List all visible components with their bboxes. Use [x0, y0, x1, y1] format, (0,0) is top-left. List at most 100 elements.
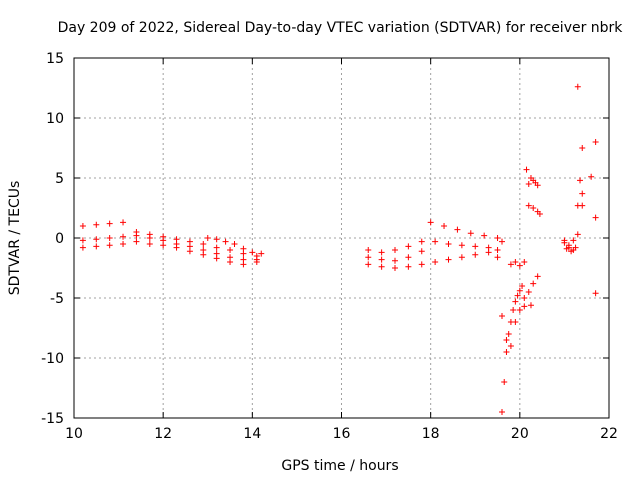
- y-tick-label: -10: [41, 351, 64, 367]
- data-point-descent-2: [512, 319, 519, 325]
- data-point-band-1: [93, 221, 100, 228]
- data-point-band-7: [445, 256, 452, 263]
- data-point-descent-1: [505, 331, 512, 337]
- data-point-band-2: [133, 232, 140, 239]
- data-point-band-7: [485, 249, 492, 256]
- data-point-descent-1: [501, 379, 508, 385]
- data-point-outliers: [527, 302, 534, 309]
- data-point-band-7: [365, 261, 372, 268]
- axis-ticks: [73, 57, 610, 419]
- data-point-band-1: [200, 241, 207, 247]
- data-point-descent-2: [507, 343, 514, 349]
- data-point-band-6: [418, 248, 425, 255]
- data-point-descent-2: [516, 307, 523, 313]
- data-point-band-4: [222, 238, 229, 245]
- data-point-descent-2: [521, 295, 528, 301]
- data-point-band-7: [378, 263, 385, 270]
- data-point-band-3: [213, 255, 220, 262]
- data-point-band-2: [106, 235, 113, 241]
- y-tick-label: 5: [55, 171, 64, 187]
- data-point-band-6: [458, 242, 465, 249]
- y-tick-label: -15: [41, 411, 64, 427]
- data-point-outliers: [512, 259, 519, 265]
- data-point-band-6: [494, 247, 501, 253]
- data-point-descent-1: [516, 287, 523, 294]
- data-point-outliers: [592, 139, 599, 145]
- data-point-band-6: [472, 243, 479, 250]
- data-point-descent-2: [499, 313, 505, 319]
- data-point-outliers: [588, 173, 595, 180]
- data-point-band-4: [231, 241, 238, 247]
- data-point-band-5: [494, 235, 501, 241]
- data-point-outliers: [525, 181, 532, 187]
- data-point-descent-1: [510, 307, 517, 313]
- data-point-outliers: [592, 290, 599, 297]
- data-point-outliers: [499, 238, 505, 245]
- data-point-band-6: [405, 254, 412, 261]
- data-points: [79, 83, 599, 415]
- data-point-band-3: [227, 259, 234, 265]
- data-point-band-1: [79, 223, 86, 229]
- data-point-band-3: [240, 261, 247, 268]
- x-tick-label: 18: [422, 426, 440, 442]
- data-point-band-3: [106, 242, 113, 249]
- data-point-outliers: [507, 261, 514, 268]
- chart-title: Day 209 of 2022, Sidereal Day-to-day VTE…: [58, 20, 624, 36]
- data-point-band-3: [93, 243, 100, 250]
- data-point-band-5: [481, 232, 488, 239]
- data-point-band-1: [120, 219, 127, 226]
- data-point-cluster-21: [563, 245, 570, 252]
- data-point-band-3: [173, 244, 180, 251]
- data-point-band-1: [213, 244, 220, 251]
- data-point-outliers: [523, 166, 530, 173]
- x-tick-label: 10: [65, 426, 83, 442]
- x-tick-label: 14: [243, 426, 261, 442]
- data-point-band-4: [204, 235, 211, 241]
- data-point-band-3: [253, 256, 260, 263]
- data-point-cluster-21: [568, 248, 575, 255]
- data-point-outliers: [579, 202, 586, 209]
- data-point-band-5: [427, 219, 434, 226]
- data-point-descent-1: [519, 283, 526, 289]
- data-point-outliers: [521, 303, 528, 310]
- tick-labels: 10 12 14 16 18 20 22 -15 -10 -5 0 5 10 15: [41, 51, 618, 442]
- data-point-band-1: [106, 220, 113, 227]
- data-point-outliers: [536, 211, 543, 217]
- data-point-band-7: [432, 259, 439, 265]
- y-tick-label: 10: [46, 111, 64, 127]
- data-point-band-3: [186, 248, 193, 255]
- data-point-band-5: [378, 249, 385, 256]
- data-point-outliers: [530, 205, 537, 211]
- data-point-band-1: [227, 247, 234, 253]
- data-point-band-2: [120, 233, 127, 240]
- data-point-cluster-21: [574, 231, 581, 238]
- data-point-outliers: [592, 214, 599, 221]
- data-point-descent-2: [534, 273, 541, 280]
- x-tick-label: 20: [511, 426, 529, 442]
- data-point-band-3: [120, 241, 127, 247]
- data-point-band-5: [365, 247, 372, 253]
- data-point-band-7: [458, 254, 465, 261]
- data-point-band-3: [200, 251, 207, 258]
- data-point-band-4: [240, 245, 247, 252]
- data-point-band-7: [418, 261, 425, 268]
- data-point-descent-2: [525, 289, 532, 295]
- data-point-band-4: [258, 250, 265, 257]
- data-point-band-5: [392, 247, 398, 253]
- x-axis-label: GPS time / hours: [281, 458, 398, 474]
- data-point-band-6: [392, 257, 398, 264]
- data-point-band-3: [160, 242, 167, 249]
- data-point-descent-1: [503, 349, 510, 355]
- data-point-descent-1: [499, 409, 505, 415]
- data-point-band-6: [378, 256, 385, 263]
- y-tick-label: 15: [46, 51, 64, 67]
- data-point-outliers: [525, 202, 532, 209]
- data-point-cluster-21: [565, 242, 572, 249]
- data-point-outliers: [574, 83, 581, 90]
- data-point-band-6: [365, 254, 372, 261]
- data-point-band-5: [441, 223, 448, 229]
- data-point-descent-1: [514, 292, 521, 299]
- data-point-descent-1: [512, 298, 519, 305]
- data-point-cluster-21: [570, 237, 577, 244]
